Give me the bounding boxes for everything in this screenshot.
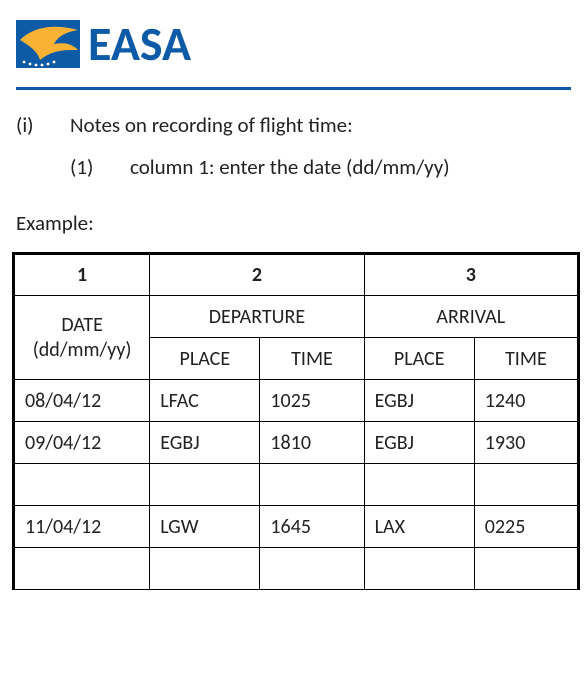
table-row: 08/04/12LFAC1025EGBJ1240 <box>14 380 579 422</box>
col-number: 3 <box>364 254 578 296</box>
col-number: 1 <box>14 254 150 296</box>
cell-arr_time <box>474 464 578 506</box>
cell-date: 08/04/12 <box>14 380 150 422</box>
note-line-i: (i) Notes on recording of flight time: <box>16 112 575 138</box>
cell-dep_place: EGBJ <box>150 422 260 464</box>
cell-arr_time <box>474 548 578 590</box>
table-row: 11/04/12LGW1645LAX0225 <box>14 506 579 548</box>
note-text: column 1: enter the date (dd/mm/yy) <box>130 154 450 180</box>
cell-dep_time: 1645 <box>260 506 364 548</box>
col-header-arrival: ARRIVAL <box>364 296 578 338</box>
cell-dep_time <box>260 464 364 506</box>
cell-arr_place <box>364 548 474 590</box>
easa-bird-logo-icon <box>16 20 80 68</box>
cell-dep_time: 1025 <box>260 380 364 422</box>
cell-dep_place <box>150 464 260 506</box>
cell-date: 11/04/12 <box>14 506 150 548</box>
cell-dep_time <box>260 548 364 590</box>
col-header-departure: DEPARTURE <box>150 296 364 338</box>
list-marker: (i) <box>16 112 70 138</box>
table-row <box>14 464 579 506</box>
table-row: 09/04/12EGBJ1810EGBJ1930 <box>14 422 579 464</box>
flight-log-table-wrap: 1 2 3 DATE (dd/mm/yy) DEPARTURE ARRIVAL … <box>0 252 587 590</box>
example-label: Example: <box>16 210 575 236</box>
flight-log-table: 1 2 3 DATE (dd/mm/yy) DEPARTURE ARRIVAL … <box>12 252 580 590</box>
cell-arr_place: EGBJ <box>364 422 474 464</box>
header: EASA <box>0 0 587 81</box>
cell-arr_place <box>364 464 474 506</box>
col-header-dep-time: TIME <box>260 338 364 380</box>
cell-arr_place: EGBJ <box>364 380 474 422</box>
col-header-arr-place: PLACE <box>364 338 474 380</box>
cell-arr_time: 1240 <box>474 380 578 422</box>
table-row <box>14 548 579 590</box>
document-body: (i) Notes on recording of flight time: (… <box>0 90 587 236</box>
col-header-dep-place: PLACE <box>150 338 260 380</box>
cell-arr_time: 0225 <box>474 506 578 548</box>
cell-date <box>14 464 150 506</box>
cell-arr_time: 1930 <box>474 422 578 464</box>
note-line-1: (1) column 1: enter the date (dd/mm/yy) <box>16 154 575 180</box>
col-header-arr-time: TIME <box>474 338 578 380</box>
brand-name: EASA <box>88 14 191 73</box>
cell-dep_place: LFAC <box>150 380 260 422</box>
flight-log-rows: 08/04/12LFAC1025EGBJ124009/04/12EGBJ1810… <box>14 380 579 590</box>
col-number: 2 <box>150 254 364 296</box>
cell-dep_place: LGW <box>150 506 260 548</box>
note-text: Notes on recording of flight time: <box>70 112 353 138</box>
cell-arr_place: LAX <box>364 506 474 548</box>
col-header-date: DATE (dd/mm/yy) <box>14 296 150 380</box>
col-header-date-label: DATE (dd/mm/yy) <box>25 313 139 363</box>
cell-dep_place <box>150 548 260 590</box>
cell-date <box>14 548 150 590</box>
list-marker: (1) <box>70 154 130 180</box>
cell-dep_time: 1810 <box>260 422 364 464</box>
cell-date: 09/04/12 <box>14 422 150 464</box>
